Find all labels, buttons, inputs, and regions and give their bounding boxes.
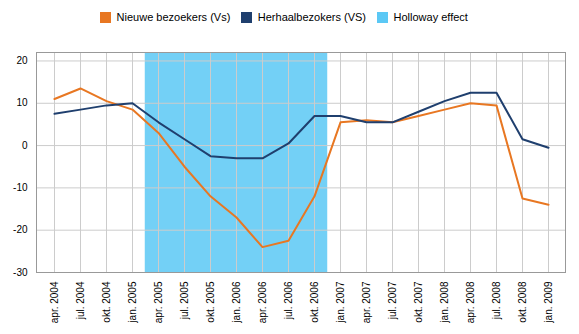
html-text:Herhaalbezokers (VS): Herhaalbezokers (VS) [257, 11, 366, 24]
html-text:Holloway effect: Holloway effect [393, 11, 468, 24]
svg-text:apr. 2007: apr. 2007 [361, 281, 372, 323]
svg-text:0: 0 [22, 140, 28, 151]
svg-text:okt. 2005: okt. 2005 [205, 281, 216, 323]
svg-text:jan. 2007: jan. 2007 [335, 281, 346, 324]
svg-text:apr. 2006: apr. 2006 [257, 281, 268, 323]
svg-text:okt. 2004: okt. 2004 [101, 281, 112, 323]
svg-text:10: 10 [16, 97, 28, 108]
svg-text:jul. 2006: jul. 2006 [283, 281, 294, 320]
svg-text:jul. 2005: jul. 2005 [179, 281, 190, 320]
svg-text:-10: -10 [13, 182, 28, 193]
svg-text:jan. 2009: jan. 2009 [543, 281, 554, 324]
html-text:Nieuwe bezoekers (Vs): Nieuwe bezoekers (Vs) [116, 11, 231, 24]
svg-text:apr. 2004: apr. 2004 [49, 281, 60, 323]
svg-text:-30: -30 [13, 267, 28, 278]
svg-text:apr. 2008: apr. 2008 [465, 281, 476, 323]
svg-text:jan. 2006: jan. 2006 [231, 281, 242, 324]
svg-text:okt. 2008: okt. 2008 [517, 281, 528, 323]
svg-text:okt. 2006: okt. 2006 [309, 281, 320, 323]
svg-text:-20: -20 [13, 224, 28, 235]
svg-text:jul. 2007: jul. 2007 [387, 281, 398, 320]
svg-text:apr. 2005: apr. 2005 [153, 281, 164, 323]
svg-text:okt. 2007: okt. 2007 [413, 281, 424, 323]
svg-text:jul. 2008: jul. 2008 [491, 281, 502, 320]
svg-text:20: 20 [16, 55, 28, 66]
svg-text:jan. 2008: jan. 2008 [439, 281, 450, 324]
svg-text:jan. 2005: jan. 2005 [127, 281, 138, 324]
svg-text:jul. 2004: jul. 2004 [75, 281, 86, 320]
